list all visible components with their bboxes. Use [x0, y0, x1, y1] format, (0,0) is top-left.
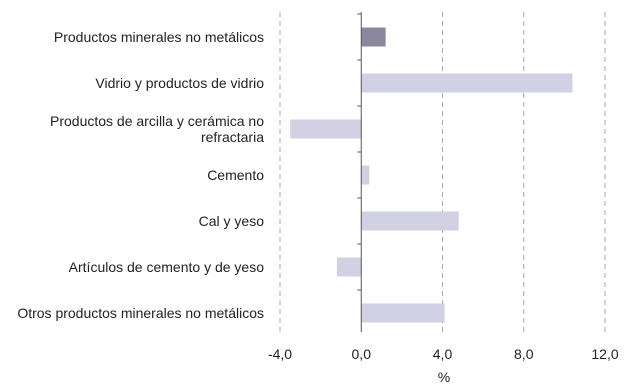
bar	[361, 27, 386, 47]
gridlines	[279, 12, 606, 332]
x-tick-label: -4,0	[267, 346, 293, 362]
category-label: Productos minerales no metálicos	[53, 29, 264, 45]
bar	[361, 211, 459, 231]
x-tick-label: 0,0	[351, 346, 371, 362]
category-label: Productos de arcilla y cerámica no refra…	[50, 113, 264, 145]
category-label: Cal y yeso	[198, 213, 264, 229]
bars	[290, 27, 573, 323]
category-label: Otros productos minerales no metálicos	[17, 305, 264, 321]
x-tick-label: 8,0	[514, 346, 534, 362]
x-tick-label: 12,0	[591, 346, 619, 362]
x-axis-title: %	[437, 369, 451, 385]
category-label: Artículos de cemento y de yeso	[68, 259, 264, 275]
bar	[361, 73, 573, 93]
category-label: Cemento	[207, 167, 264, 183]
bar	[361, 303, 445, 323]
category-label: Vidrio y productos de vidrio	[95, 75, 264, 91]
bar	[361, 165, 370, 185]
bar	[290, 119, 362, 139]
bar	[336, 257, 362, 277]
x-tick-label: 4,0	[432, 346, 453, 362]
y-axis-line	[357, 12, 362, 332]
